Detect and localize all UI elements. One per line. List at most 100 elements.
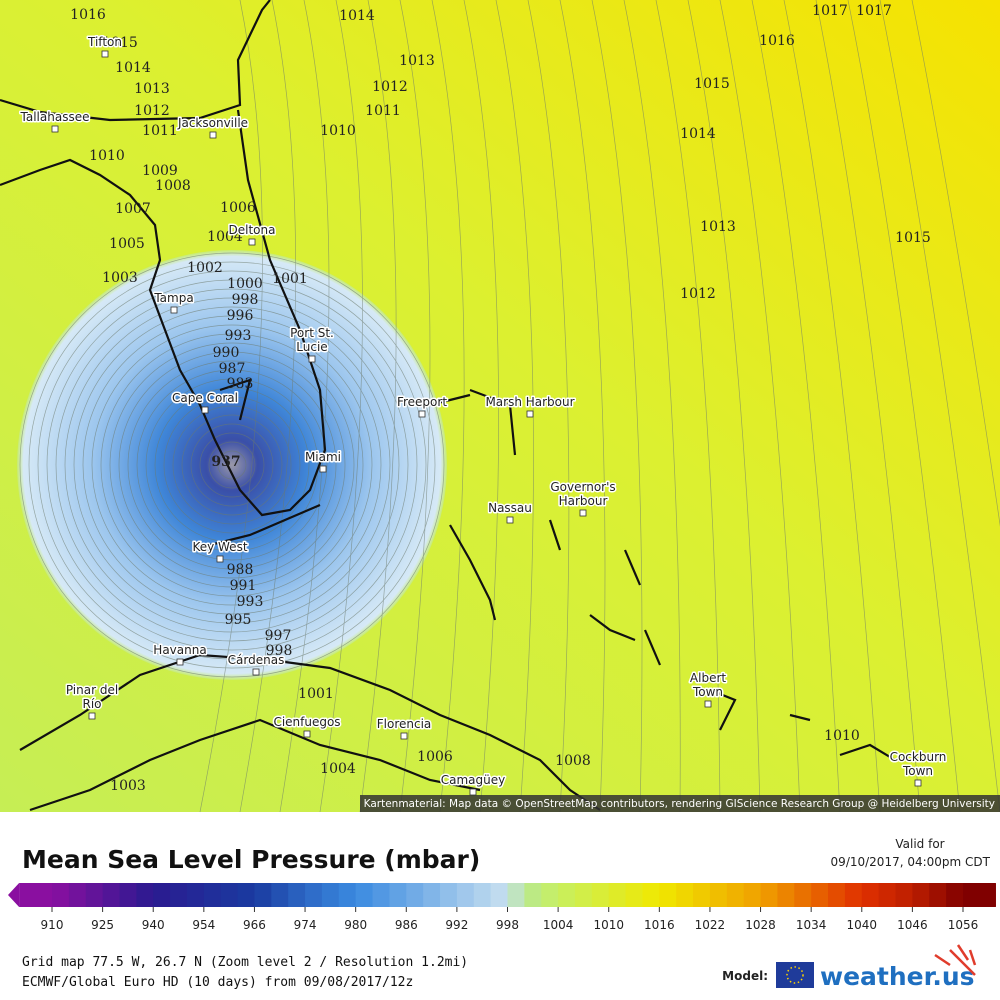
isobar-ring xyxy=(172,405,292,525)
scale-tick-label: 998 xyxy=(496,918,519,932)
scale-tick-label: 1004 xyxy=(543,918,574,932)
place-marker xyxy=(319,465,327,473)
scale-cell xyxy=(456,883,475,907)
isobar-line xyxy=(199,0,263,813)
place-label: Governor's xyxy=(550,480,615,494)
scale-cell xyxy=(288,883,306,907)
isobar-line xyxy=(815,0,921,813)
place-marker xyxy=(248,238,256,246)
isobar-ring xyxy=(199,432,265,498)
scale-cell xyxy=(963,883,996,907)
place-marker xyxy=(51,125,59,133)
isobar-label: 983 xyxy=(227,376,254,392)
legend: Mean Sea Level Pressure (mbar) Valid for… xyxy=(8,837,996,991)
isobar-ring xyxy=(118,351,346,579)
scale-cell xyxy=(473,883,492,907)
isobar-line xyxy=(591,0,643,813)
scale-tick-label: 1034 xyxy=(796,918,827,932)
place-label: Town xyxy=(692,685,723,699)
isobar-ring xyxy=(19,252,445,678)
isobar-line xyxy=(431,0,465,813)
isobar-line xyxy=(623,0,681,813)
isobar-label: 1016 xyxy=(70,7,106,23)
isobar-label: 1010 xyxy=(824,728,860,744)
isobar-label: 1010 xyxy=(320,123,356,139)
isobar-ring xyxy=(163,396,301,534)
place-label: Cockburn xyxy=(890,750,947,764)
isobar-label: 1001 xyxy=(298,686,334,702)
place-marker xyxy=(252,668,260,676)
scale-cell xyxy=(338,883,357,907)
isobar-label: 990 xyxy=(213,345,240,361)
isobar-label: 1006 xyxy=(220,200,256,216)
isobar-label: 1017 xyxy=(856,3,892,19)
isobar-label: 1002 xyxy=(187,260,223,276)
isobar-label: 1015 xyxy=(102,35,138,51)
scale-cell xyxy=(68,883,87,907)
isobar-label: 1012 xyxy=(134,103,170,119)
isobar-line xyxy=(911,0,1000,527)
scale-tick-label: 940 xyxy=(142,918,165,932)
grid-info: Grid map 77.5 W, 26.7 N (Zoom level 2 / … xyxy=(22,955,468,970)
isobar-line xyxy=(783,0,881,813)
isobar-label: 1015 xyxy=(895,230,931,246)
isobar-label: 1015 xyxy=(694,76,730,92)
scale-cell xyxy=(507,883,525,907)
scale-cell xyxy=(558,883,576,907)
isobar-ring xyxy=(82,315,382,615)
isobar-ring xyxy=(190,423,274,507)
isobar-ring xyxy=(37,270,427,660)
isobar-label: 1003 xyxy=(102,270,138,286)
isobar-label: 998 xyxy=(232,292,259,308)
place-label: Cárdenas xyxy=(228,653,285,667)
brand: weather.us xyxy=(820,962,975,991)
isobar-ring xyxy=(46,279,418,651)
scale-cell xyxy=(355,883,374,907)
scale-tick-label: 966 xyxy=(243,918,266,932)
place-marker xyxy=(579,509,587,517)
place-marker xyxy=(308,355,316,363)
scale-cell xyxy=(861,883,880,907)
scale-tick-label: 974 xyxy=(294,918,317,932)
place-marker xyxy=(101,50,109,58)
eu-flag xyxy=(776,962,814,988)
place-label: Camagüey xyxy=(441,773,505,787)
scale-tick-label: 992 xyxy=(445,918,468,932)
scale-cell xyxy=(726,883,745,907)
place-label: Miami xyxy=(305,450,341,464)
isobar-line xyxy=(527,0,570,813)
scale-tick-label: 980 xyxy=(344,918,367,932)
scale-arrow-left xyxy=(8,883,20,907)
place-label: Albert xyxy=(690,671,726,685)
place-label: Port St. xyxy=(290,326,334,340)
isobar-label: 937 xyxy=(211,454,240,470)
isobar-label: 1013 xyxy=(134,81,170,97)
scale-tick-label: 1010 xyxy=(593,918,624,932)
scale-cell xyxy=(203,883,222,907)
place-label: Jacksonville xyxy=(177,116,248,130)
place-label: Cienfuegos xyxy=(273,715,340,729)
isobar-ring xyxy=(136,369,328,561)
scale-cell xyxy=(305,883,323,907)
scale-cell xyxy=(52,883,70,907)
scale-cell xyxy=(659,883,677,907)
scale-cell xyxy=(878,883,897,907)
place-marker xyxy=(526,410,534,418)
place-marker xyxy=(303,730,311,738)
isobar-label: 1004 xyxy=(207,229,243,245)
isobar-label: 988 xyxy=(227,562,254,578)
isobar-label: 1012 xyxy=(372,79,408,95)
isobar-ring xyxy=(109,342,355,588)
isobar-label: 1008 xyxy=(555,753,591,769)
scale-tick-label: 1016 xyxy=(644,918,675,932)
scale-cell xyxy=(321,883,340,907)
place-marker xyxy=(176,658,184,666)
isobar-ring xyxy=(217,450,247,480)
scale-tick-label: 1040 xyxy=(847,918,878,932)
scale-cell xyxy=(693,883,711,907)
brand-rays xyxy=(934,944,977,976)
scale-cell xyxy=(237,883,255,907)
place-marker xyxy=(216,555,224,563)
place-label: Lucie xyxy=(296,340,327,354)
